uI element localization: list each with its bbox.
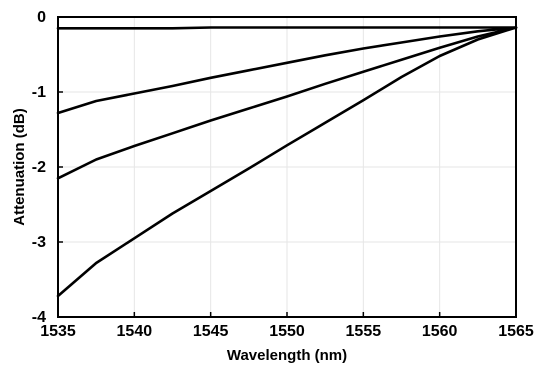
series-line-1 — [56, 26, 518, 30]
grid — [58, 17, 516, 317]
x-tick-label: 1535 — [40, 323, 76, 340]
x-axis-title: Wavelength (nm) — [227, 347, 347, 364]
x-tick-label: 1540 — [117, 323, 153, 340]
series-group — [56, 26, 518, 298]
x-tick-label: 1550 — [269, 323, 305, 340]
tick-labels: 1535 1540 1545 1550 1555 1560 1565 0 -1 -2 -3 -4 — [32, 9, 534, 340]
series-line-3 — [56, 26, 518, 180]
series-line-2 — [56, 26, 518, 115]
x-tick-label: 1555 — [346, 323, 382, 340]
y-axis-title: Attenuation (dB) — [11, 108, 28, 225]
y-tick-label: -3 — [32, 234, 46, 251]
y-tick-label: -1 — [32, 84, 46, 101]
ticks — [57, 16, 517, 318]
x-tick-label: 1560 — [422, 323, 458, 340]
series-line-4 — [56, 26, 518, 298]
y-tick-label: 0 — [37, 9, 46, 26]
y-tick-label: -4 — [32, 309, 46, 326]
x-tick-label: 1565 — [498, 323, 534, 340]
y-tick-label: -2 — [32, 159, 46, 176]
x-tick-label: 1545 — [193, 323, 229, 340]
